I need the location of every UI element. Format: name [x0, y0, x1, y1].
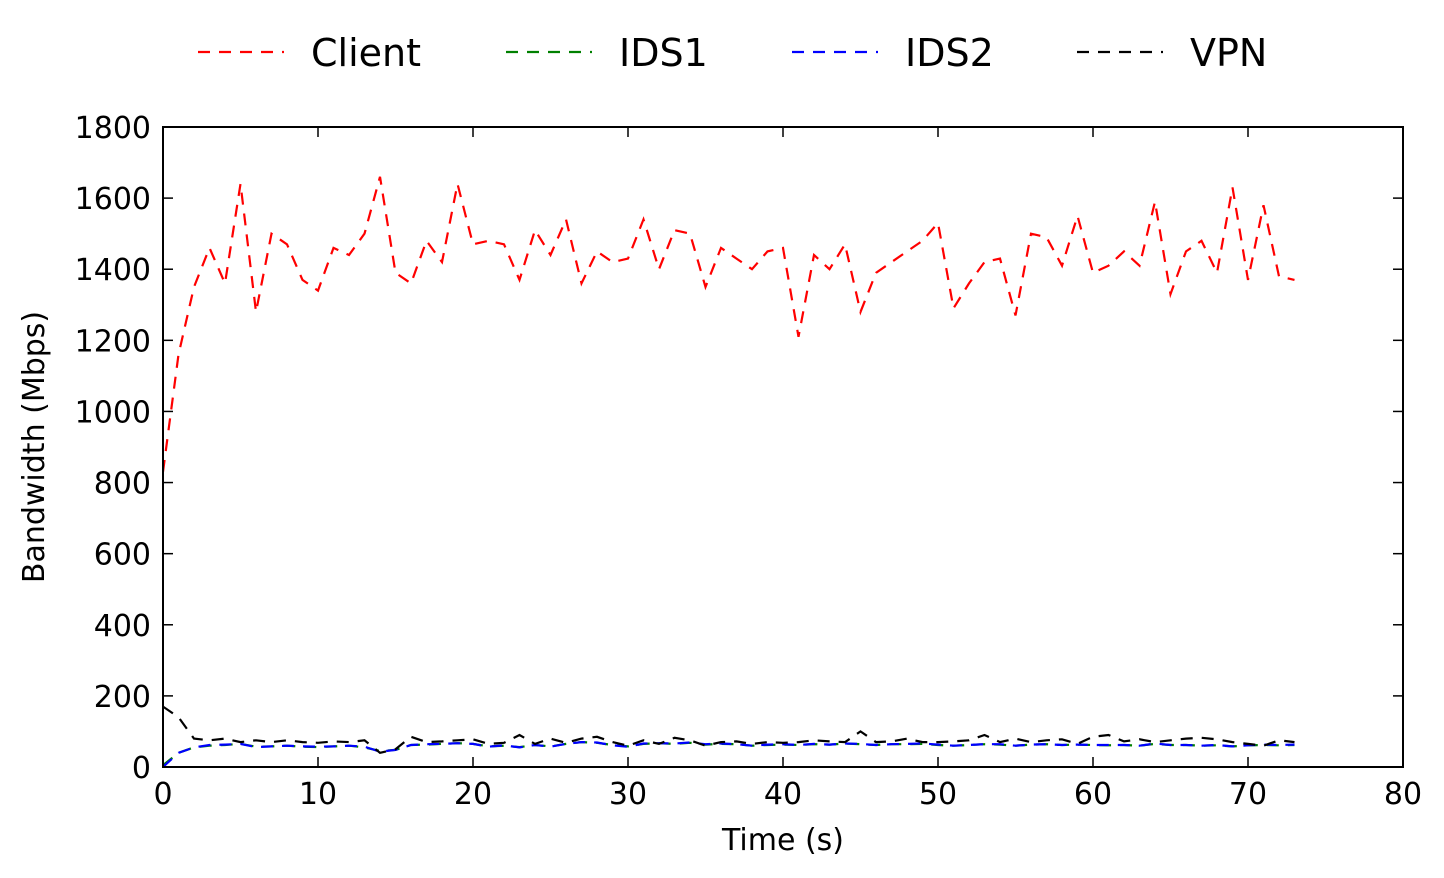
y-tick-label: 800 — [94, 467, 151, 502]
x-axis-label: Time (s) — [721, 823, 844, 858]
plot-frame — [162, 126, 1404, 768]
legend-label: IDS1 — [619, 31, 708, 75]
x-tick-label: 0 — [153, 777, 172, 812]
x-tick-label: 50 — [919, 777, 957, 812]
x-tick-label: 30 — [609, 777, 647, 812]
x-tick-label: 60 — [1074, 777, 1112, 812]
legend-item-ids1: IDS1 — [506, 31, 708, 75]
series-line-client — [163, 176, 1295, 473]
y-tick-label: 1000 — [75, 395, 151, 430]
y-tick-label: 1800 — [75, 111, 151, 146]
series-line-ids2 — [163, 740, 1295, 767]
legend: Client IDS1 IDS2 VPN — [198, 31, 1267, 75]
y-tick-label: 0 — [132, 751, 151, 786]
series-layer — [163, 176, 1295, 767]
legend-item-vpn: VPN — [1077, 31, 1267, 75]
legend-label: IDS2 — [905, 31, 994, 75]
y-tick-label: 400 — [94, 609, 151, 644]
legend-label: VPN — [1190, 31, 1267, 75]
legend-label: Client — [311, 31, 421, 75]
x-tick-label: 20 — [454, 777, 492, 812]
y-tick-label: 1400 — [75, 253, 151, 288]
y-tick-label: 1600 — [75, 182, 151, 217]
y-tick-label: 200 — [94, 680, 151, 715]
y-tick-label: 1200 — [75, 324, 151, 359]
y-tick-label: 600 — [94, 538, 151, 573]
x-tick-label: 70 — [1229, 777, 1267, 812]
x-tick-label: 10 — [299, 777, 337, 812]
legend-item-ids2: IDS2 — [792, 31, 994, 75]
x-tick-label: 80 — [1384, 777, 1422, 812]
axis-ticks: 0 10 20 30 40 50 60 70 8002004006008001000120014… — [75, 111, 1422, 812]
legend-item-client: Client — [198, 31, 421, 75]
series-line-vpn — [163, 705, 1295, 754]
x-tick-label: 40 — [764, 777, 802, 812]
y-axis-label: Bandwidth (Mbps) — [17, 311, 52, 583]
